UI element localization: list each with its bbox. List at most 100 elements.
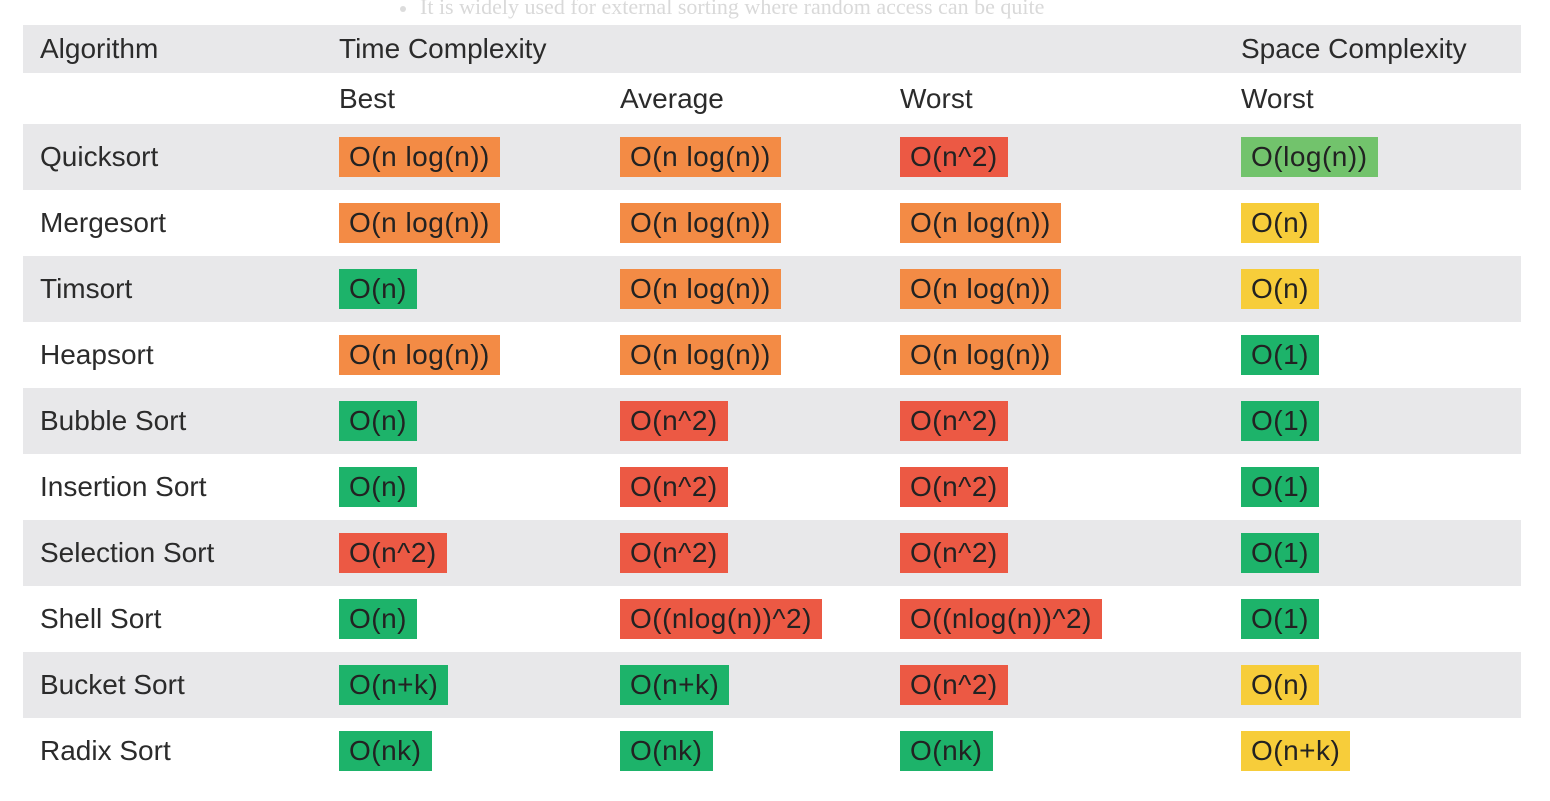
complexity-badge: O(n^2) [900, 533, 1008, 573]
algorithm-name: Insertion Sort [40, 471, 207, 502]
cell-best: O(nk) [339, 718, 432, 784]
complexity-badge: O(1) [1241, 533, 1319, 573]
complexity-badge: O(n) [339, 467, 417, 507]
algorithm-name: Heapsort [40, 339, 154, 370]
cell-worst: O(n^2) [900, 124, 1008, 190]
complexity-badge: O(1) [1241, 335, 1319, 375]
table-row: Radix Sort O(nk) O(nk) O(nk) O(n+k) [23, 718, 1521, 784]
table-row: Heapsort O(n log(n)) O(n log(n)) O(n log(n)… [23, 322, 1521, 388]
complexity-badge: O(n log(n)) [620, 335, 781, 375]
cell-worst: O(n^2) [900, 520, 1008, 586]
cell-space-worst: O(n+k) [1241, 718, 1351, 784]
table-header-row: Algorithm Time Complexity Space Complexi… [23, 25, 1521, 73]
algorithm-name: Timsort [40, 273, 133, 304]
complexity-badge: O(n log(n)) [900, 269, 1061, 309]
complexity-badge: O(n log(n)) [620, 269, 781, 309]
cell-space-worst: O(1) [1241, 520, 1319, 586]
algorithm-name: Bucket Sort [40, 669, 185, 700]
subheader-space-worst: Worst [1241, 82, 1314, 114]
algorithm-name: Bubble Sort [40, 405, 187, 436]
complexity-badge: O(n^2) [900, 467, 1008, 507]
complexity-badge: O(n) [1241, 665, 1319, 705]
cell-average: O(n log(n)) [620, 190, 781, 256]
cell-best: O(n log(n)) [339, 190, 500, 256]
cell-average: O(n^2) [620, 388, 728, 454]
cell-average: O(n^2) [620, 454, 728, 520]
subheader-best: Best [339, 82, 396, 114]
cell-worst: O((nlog(n))^2) [900, 586, 1102, 652]
complexity-badge: O(nk) [620, 731, 713, 771]
complexity-badge: O(n log(n)) [620, 203, 781, 243]
cell-average: O(n+k) [620, 652, 730, 718]
cell-best: O(n log(n)) [339, 322, 500, 388]
cell-space-worst: O(n) [1241, 652, 1319, 718]
cell-average: O(n^2) [620, 520, 728, 586]
complexity-badge: O(n^2) [620, 533, 728, 573]
cell-average: O(n log(n)) [620, 124, 781, 190]
cell-average: O(n log(n)) [620, 256, 781, 322]
complexity-badge: O(1) [1241, 401, 1319, 441]
algorithm-name: Quicksort [40, 141, 159, 172]
slide-text-line: It is widely used for external sorting w… [420, 0, 1045, 19]
cell-worst: O(n log(n)) [900, 256, 1061, 322]
complexity-badge: O(n) [339, 599, 417, 639]
complexity-badge: O(1) [1241, 599, 1319, 639]
table-row: Timsort O(n) O(n log(n)) O(n log(n)) O(n) [23, 256, 1521, 322]
header-algorithm: Algorithm [40, 33, 159, 64]
complexity-badge: O(n log(n)) [900, 203, 1061, 243]
cell-average: O(n log(n)) [620, 322, 781, 388]
algorithm-name: Mergesort [40, 207, 167, 238]
complexity-badge: O(n+k) [620, 665, 730, 705]
complexity-badge: O(n log(n)) [339, 335, 500, 375]
algorithm-name: Selection Sort [40, 537, 215, 568]
complexity-badge: O(n^2) [900, 137, 1008, 177]
cell-worst: O(n log(n)) [900, 322, 1061, 388]
header-space-complexity: Space Complexity [1241, 33, 1467, 64]
table-row: Shell Sort O(n) O((nlog(n))^2) O((nlog(n))^… [23, 586, 1521, 652]
cell-worst: O(nk) [900, 718, 993, 784]
complexity-table: Algorithm Time Complexity Space Complexi… [23, 25, 1521, 784]
complexity-badge: O(n^2) [900, 401, 1008, 441]
cell-worst: O(n^2) [900, 454, 1008, 520]
table-row: Bubble Sort O(n) O(n^2) O(n^2) O(1) [23, 388, 1521, 454]
slide-text-fragment: It is widely used for external sorting w… [400, 0, 1044, 20]
table-body: Quicksort O(n log(n)) O(n log(n)) O(n^2) O(l… [23, 124, 1521, 784]
complexity-badge: O(n log(n)) [620, 137, 781, 177]
complexity-badge: O((nlog(n))^2) [900, 599, 1102, 639]
bullet-icon [400, 5, 406, 12]
cell-average: O((nlog(n))^2) [620, 586, 822, 652]
table-row: Mergesort O(n log(n)) O(n log(n)) O(n log(n… [23, 190, 1521, 256]
table-row: Quicksort O(n log(n)) O(n log(n)) O(n^2) O(l… [23, 124, 1521, 190]
cell-best: O(n) [339, 256, 417, 322]
complexity-badge: O(n) [339, 401, 417, 441]
complexity-badge: O(n+k) [339, 665, 449, 705]
header-time-complexity: Time Complexity [339, 33, 547, 64]
complexity-badge: O(log(n)) [1241, 137, 1378, 177]
complexity-badge: O((nlog(n))^2) [620, 599, 822, 639]
cell-space-worst: O(1) [1241, 586, 1319, 652]
cell-best: O(n log(n)) [339, 124, 500, 190]
complexity-badge: O(n+k) [1241, 731, 1351, 771]
complexity-badge: O(n^2) [620, 401, 728, 441]
subheader-worst: Worst [900, 82, 973, 114]
cell-average: O(nk) [620, 718, 713, 784]
cell-best: O(n) [339, 586, 417, 652]
subheader-average: Average [620, 82, 724, 114]
algorithm-name: Radix Sort [40, 735, 171, 766]
table-row: Insertion Sort O(n) O(n^2) O(n^2) O(1) [23, 454, 1521, 520]
cell-space-worst: O(1) [1241, 322, 1319, 388]
complexity-badge: O(n) [1241, 269, 1319, 309]
complexity-badge: O(n log(n)) [900, 335, 1061, 375]
table-row: Bucket Sort O(n+k) O(n+k) O(n^2) O(n) [23, 652, 1521, 718]
cell-best: O(n+k) [339, 652, 449, 718]
table-subheader-row: Best Average Worst Worst [23, 73, 1521, 124]
cell-space-worst: O(log(n)) [1241, 124, 1378, 190]
complexity-badge: O(n^2) [900, 665, 1008, 705]
cell-space-worst: O(n) [1241, 256, 1319, 322]
complexity-badge: O(n) [1241, 203, 1319, 243]
cell-space-worst: O(1) [1241, 388, 1319, 454]
cell-space-worst: O(n) [1241, 190, 1319, 256]
cell-worst: O(n^2) [900, 652, 1008, 718]
complexity-badge: O(n^2) [339, 533, 447, 573]
complexity-badge: O(1) [1241, 467, 1319, 507]
